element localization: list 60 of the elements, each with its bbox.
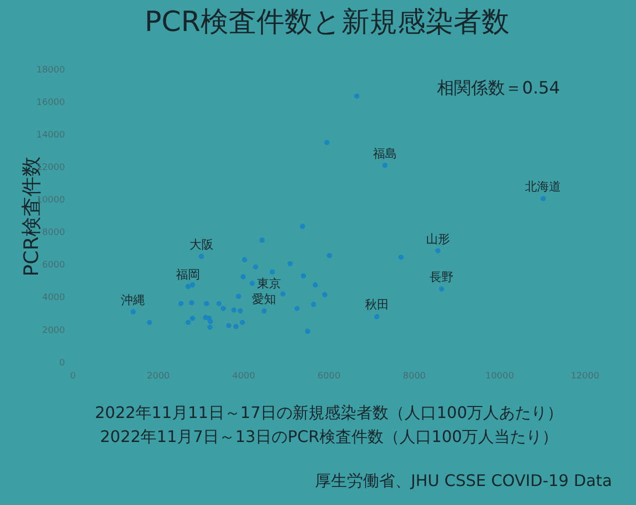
point	[439, 286, 444, 292]
point	[382, 162, 388, 168]
point	[236, 294, 242, 299]
point	[262, 308, 267, 314]
point	[280, 291, 286, 296]
annotation: 福岡	[176, 268, 200, 282]
point	[324, 140, 330, 146]
point	[540, 196, 546, 202]
point	[233, 324, 239, 329]
annotation: 北海道	[525, 180, 562, 194]
text: 厚生労働省、JHU CSSE COVID-19 Data	[314, 470, 612, 492]
point	[300, 224, 306, 229]
point	[311, 302, 316, 307]
point	[294, 306, 300, 312]
annotation: 長野	[430, 270, 454, 284]
point	[208, 318, 213, 324]
point	[242, 257, 248, 262]
point	[190, 316, 196, 321]
point	[130, 309, 136, 314]
chart-title: PCR検査件数と新規感染者数	[144, 5, 510, 38]
annotation: 沖縄	[121, 292, 146, 307]
annotation: 山形	[426, 232, 450, 246]
point	[238, 308, 243, 314]
point	[186, 320, 191, 325]
point	[253, 264, 258, 270]
point	[240, 274, 246, 280]
x-axis-title: 2022年11月11日～17日の新規感染者数（人口100万人あたり）	[94, 402, 564, 424]
annotation: 愛知	[252, 292, 276, 306]
point	[250, 280, 255, 286]
text: 2022年11月7日～13日のPCR検査件数（人口100万人当たり）	[98, 426, 560, 448]
point	[312, 282, 318, 288]
annotation: 秋田	[364, 298, 389, 312]
point	[305, 328, 310, 334]
point	[198, 254, 204, 259]
point	[189, 300, 194, 306]
point	[226, 322, 232, 328]
point	[178, 300, 184, 306]
point	[146, 320, 152, 325]
point	[398, 254, 404, 260]
point	[216, 300, 222, 306]
point	[270, 269, 275, 274]
point	[186, 284, 191, 290]
point	[240, 320, 245, 325]
point	[259, 238, 265, 243]
point	[322, 292, 328, 298]
annotation: 福島	[372, 146, 397, 160]
point	[435, 248, 440, 254]
point	[231, 307, 236, 313]
annotation: 大阪	[189, 238, 214, 252]
point	[374, 314, 380, 320]
point	[326, 252, 332, 258]
point	[288, 261, 293, 266]
annotation: 東京	[257, 276, 282, 290]
point	[190, 282, 196, 288]
point	[354, 93, 360, 99]
point	[204, 300, 210, 306]
point	[207, 324, 213, 330]
point	[300, 273, 306, 279]
point	[220, 306, 226, 312]
annotation: 相関係数＝0.54	[437, 78, 560, 98]
